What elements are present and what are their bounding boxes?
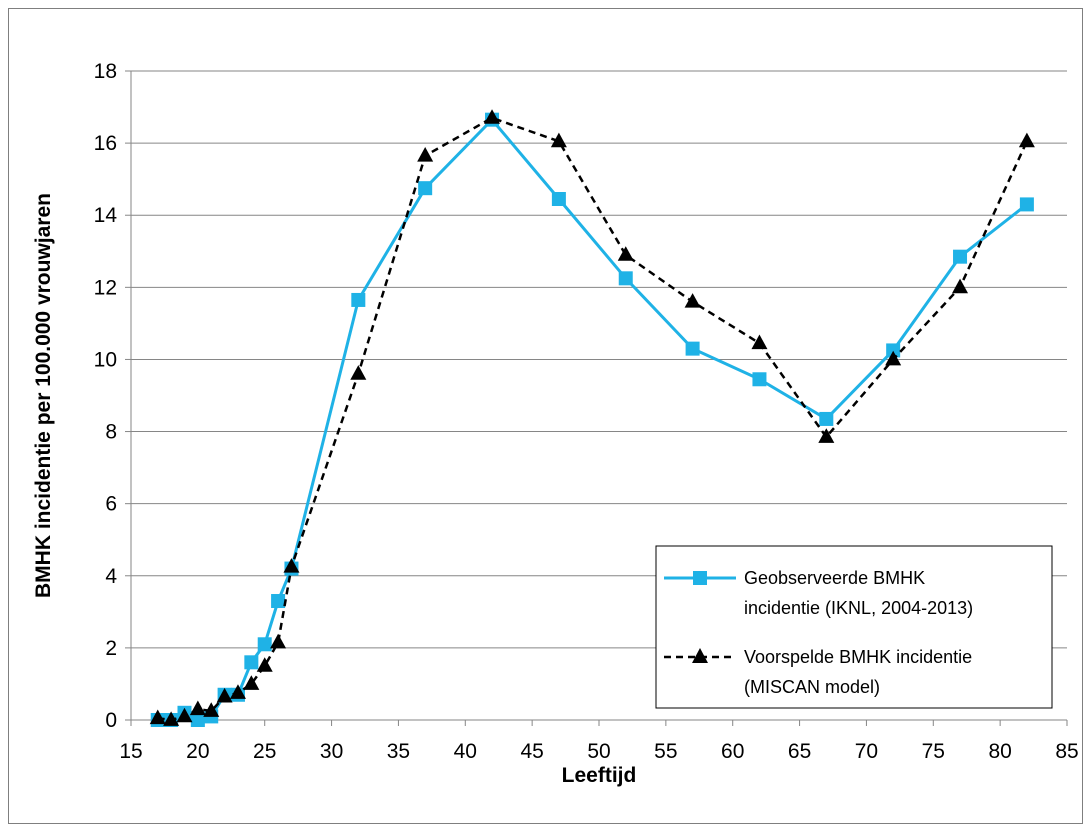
x-tick-label: 65 bbox=[788, 740, 811, 763]
y-tick-label: 16 bbox=[94, 132, 117, 155]
data-point bbox=[243, 675, 260, 690]
x-tick-labels: 15 20 25 30 35 40 45 50 55 60 65 70 75 80 85 bbox=[119, 740, 1078, 763]
data-point bbox=[1019, 197, 1034, 212]
data-point bbox=[886, 343, 901, 358]
y-tick-label: 18 bbox=[94, 60, 117, 83]
legend-marker bbox=[692, 648, 708, 663]
data-point bbox=[271, 594, 286, 609]
y-tick-label: 6 bbox=[105, 493, 117, 516]
data-point bbox=[257, 637, 272, 652]
data-point bbox=[163, 711, 180, 726]
axes bbox=[125, 70, 1068, 726]
data-point bbox=[256, 657, 273, 672]
legend-label: Voorspelde BMHK incidentie bbox=[744, 647, 972, 667]
data-point bbox=[418, 181, 433, 196]
series-layer bbox=[149, 109, 1035, 727]
data-point bbox=[618, 271, 633, 286]
y-tick-label: 14 bbox=[94, 204, 118, 227]
data-point bbox=[818, 428, 835, 443]
data-point bbox=[350, 365, 367, 380]
y-tick-label: 8 bbox=[105, 421, 117, 444]
y-tick-label: 4 bbox=[105, 565, 117, 588]
data-point bbox=[484, 109, 501, 124]
x-tick-label: 60 bbox=[721, 740, 744, 763]
x-tick-label: 75 bbox=[922, 740, 945, 763]
x-tick-label: 35 bbox=[387, 740, 410, 763]
data-point bbox=[885, 350, 902, 366]
data-point bbox=[229, 684, 246, 699]
legend-box bbox=[655, 545, 1053, 709]
y-axis-title: BMHK incidentie per 100.000 vrouwjaren bbox=[32, 193, 55, 598]
data-point bbox=[1018, 132, 1035, 148]
legend-label: (MISCAN model) bbox=[744, 677, 880, 697]
data-point bbox=[190, 713, 205, 727]
x-tick-label: 20 bbox=[186, 740, 209, 763]
x-tick-label: 30 bbox=[320, 740, 343, 763]
x-tick-label: 55 bbox=[654, 740, 677, 763]
x-tick-label: 45 bbox=[520, 740, 543, 763]
y-tick-label: 2 bbox=[105, 637, 117, 660]
data-point bbox=[751, 334, 768, 350]
legend-label: Geobserveerde BMHK bbox=[744, 568, 925, 588]
data-point bbox=[752, 372, 767, 387]
data-point bbox=[283, 558, 300, 573]
data-point bbox=[550, 132, 567, 148]
legend-label: incidentie (IKNL, 2004-2013) bbox=[744, 598, 973, 618]
data-point bbox=[617, 246, 634, 261]
data-point bbox=[417, 147, 434, 162]
data-point bbox=[952, 278, 969, 294]
x-tick-label: 50 bbox=[587, 740, 610, 763]
x-tick-label: 15 bbox=[119, 740, 142, 763]
x-tick-label: 85 bbox=[1055, 740, 1078, 763]
data-point bbox=[244, 655, 259, 670]
series-line bbox=[157, 116, 1029, 722]
legend-entry-1: Geobserveerde BMHK incidentie (IKNL, 2004… bbox=[664, 568, 973, 618]
y-tick-label: 0 bbox=[105, 709, 117, 732]
data-point bbox=[149, 709, 166, 725]
x-tick-label: 40 bbox=[454, 740, 477, 763]
series-2 bbox=[149, 109, 1035, 726]
legend-marker bbox=[693, 571, 707, 585]
x-tick-label: 70 bbox=[855, 740, 878, 763]
x-tick-label: 80 bbox=[988, 740, 1011, 763]
legend-entry-2: Voorspelde BMHK incidentie (MISCAN model) bbox=[664, 647, 972, 697]
data-point bbox=[351, 292, 366, 307]
data-point bbox=[819, 411, 834, 426]
data-point bbox=[685, 341, 700, 356]
data-point bbox=[270, 633, 287, 649]
data-point bbox=[203, 702, 220, 717]
data-point bbox=[216, 687, 233, 703]
y-tick-labels: 0 2 4 6 8 10 12 14 16 18 bbox=[94, 60, 118, 732]
data-point bbox=[176, 707, 193, 723]
x-tick-label: 25 bbox=[253, 740, 276, 763]
data-point bbox=[189, 700, 206, 716]
x-axis-title: Leeftijd bbox=[562, 764, 637, 787]
data-point bbox=[953, 249, 968, 264]
y-tick-label: 12 bbox=[94, 276, 117, 299]
legend: Geobserveerde BMHK incidentie (IKNL, 2004… bbox=[655, 545, 1053, 709]
data-point bbox=[551, 191, 566, 206]
y-tick-label: 10 bbox=[94, 348, 117, 371]
data-point bbox=[684, 293, 701, 308]
